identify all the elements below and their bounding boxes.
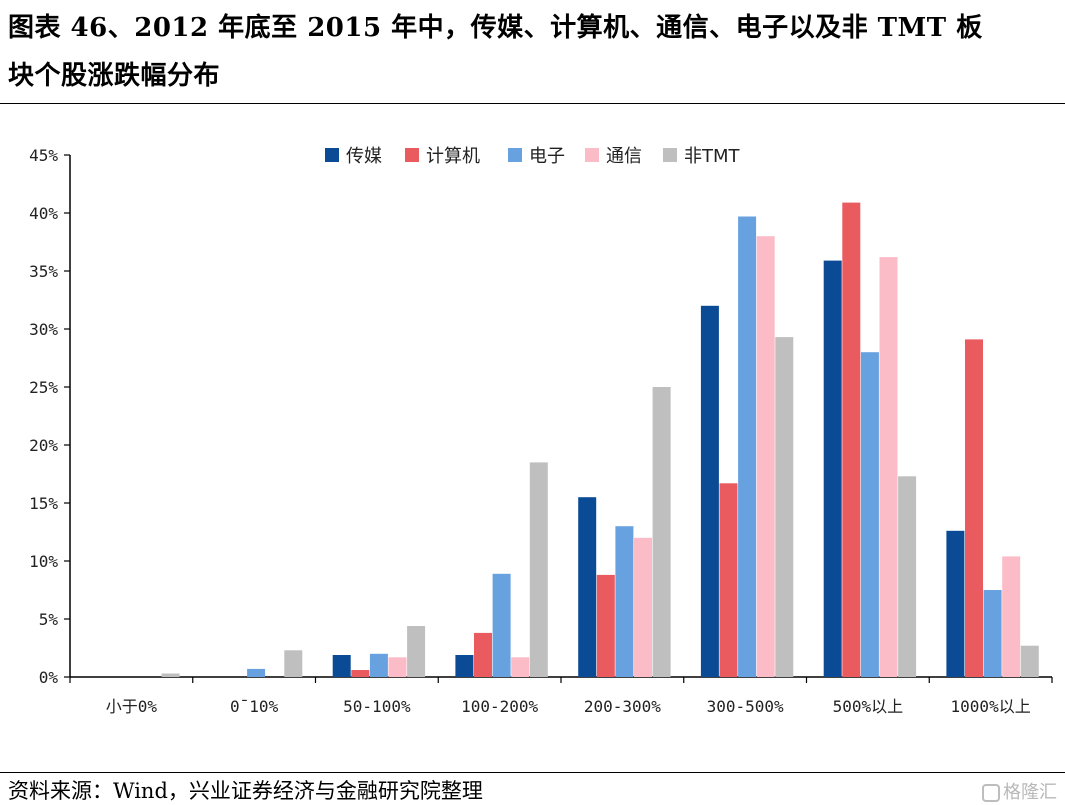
title-divider (0, 103, 1065, 104)
x-tick-label: 500%以上 (833, 697, 904, 716)
y-tick-label: 15% (29, 494, 58, 513)
watermark-logo-icon (982, 784, 1000, 802)
y-tick-label: 40% (29, 204, 58, 223)
legend: 传媒 计算机 电子 通信 非TMT (325, 146, 741, 167)
bar (823, 260, 842, 677)
y-tick-label: 45% (29, 146, 58, 165)
y-axis: 0% 5% 10% 15% 20% 25% 30% 35% 40% 45% (29, 146, 71, 687)
bar (738, 216, 757, 677)
y-tick-label: 25% (29, 378, 58, 397)
bar (946, 530, 965, 677)
chart-title-block: 图表 46、2012 年底至 2015 年中，传媒、计算机、通信、电子以及非 T… (8, 4, 1058, 100)
x-tick-label: 100-200% (461, 697, 538, 716)
bar (596, 574, 615, 677)
bar (247, 668, 266, 677)
x-tick-label: 200-300% (584, 697, 661, 716)
y-tick-label: 10% (29, 552, 58, 571)
legend-label: 计算机 (426, 146, 480, 167)
legend-label: 电子 (529, 146, 565, 167)
bar (529, 462, 548, 677)
legend-label: 非TMT (684, 146, 741, 167)
bar (511, 657, 530, 677)
bar (578, 497, 597, 677)
x-axis: 小于0% 0¯10% 50-100% 100-200% 200-300% 300-500%… (69, 676, 1053, 716)
bar (842, 202, 861, 677)
bar (700, 305, 719, 677)
bar (407, 626, 426, 677)
x-tick-label: 300-500% (707, 697, 784, 716)
x-tick-label: 50-100% (343, 697, 411, 716)
legend-swatch (508, 148, 522, 162)
bar (898, 476, 917, 677)
bar (1020, 645, 1039, 677)
source-note: 资料来源：Wind，兴业证券经济与金融研究院整理 (8, 779, 483, 803)
bar-chart: 0% 5% 10% 15% 20% 25% 30% 35% 40% 45% 小于0% 0¯10% 50… (29, 146, 1053, 716)
bar (351, 670, 370, 677)
legend-label: 通信 (606, 146, 642, 167)
watermark-text: 格隆汇 (1003, 782, 1057, 803)
footer-divider (0, 772, 1065, 773)
bar (369, 653, 388, 677)
y-tick-label: 5% (39, 610, 59, 629)
legend-swatch (405, 148, 419, 162)
x-tick-label: 1000%以上 (951, 697, 1031, 716)
bar (161, 673, 180, 677)
bars-group (161, 202, 1039, 677)
y-tick-label: 20% (29, 436, 58, 455)
bar (455, 655, 474, 677)
y-tick-label: 0% (39, 668, 59, 687)
bar (615, 526, 634, 677)
bar (332, 655, 351, 677)
legend-swatch (325, 148, 339, 162)
bar (965, 339, 983, 677)
bar (652, 387, 671, 677)
legend-label: 传媒 (346, 146, 382, 167)
bar (492, 573, 511, 677)
bar (879, 257, 898, 677)
bar (756, 236, 775, 677)
bar (474, 632, 492, 677)
x-tick-label: 0¯10% (230, 697, 279, 716)
watermark: 格隆汇 (982, 778, 1057, 804)
bar (719, 483, 738, 677)
bar (1002, 556, 1021, 677)
bar (860, 352, 879, 677)
x-tick-label: 小于0% (106, 697, 158, 716)
chart-title-line-1: 图表 46、2012 年底至 2015 年中，传媒、计算机、通信、电子以及非 T… (8, 13, 983, 43)
bar (634, 537, 652, 677)
bar (983, 590, 1002, 677)
bar (388, 657, 407, 677)
chart-title-line-2: 块个股涨跌幅分布 (8, 61, 221, 91)
y-tick-label: 30% (29, 320, 58, 339)
y-tick-label: 35% (29, 262, 58, 281)
legend-swatch (585, 148, 599, 162)
bar (284, 650, 303, 677)
legend-swatch (663, 148, 677, 162)
bar (775, 337, 794, 677)
